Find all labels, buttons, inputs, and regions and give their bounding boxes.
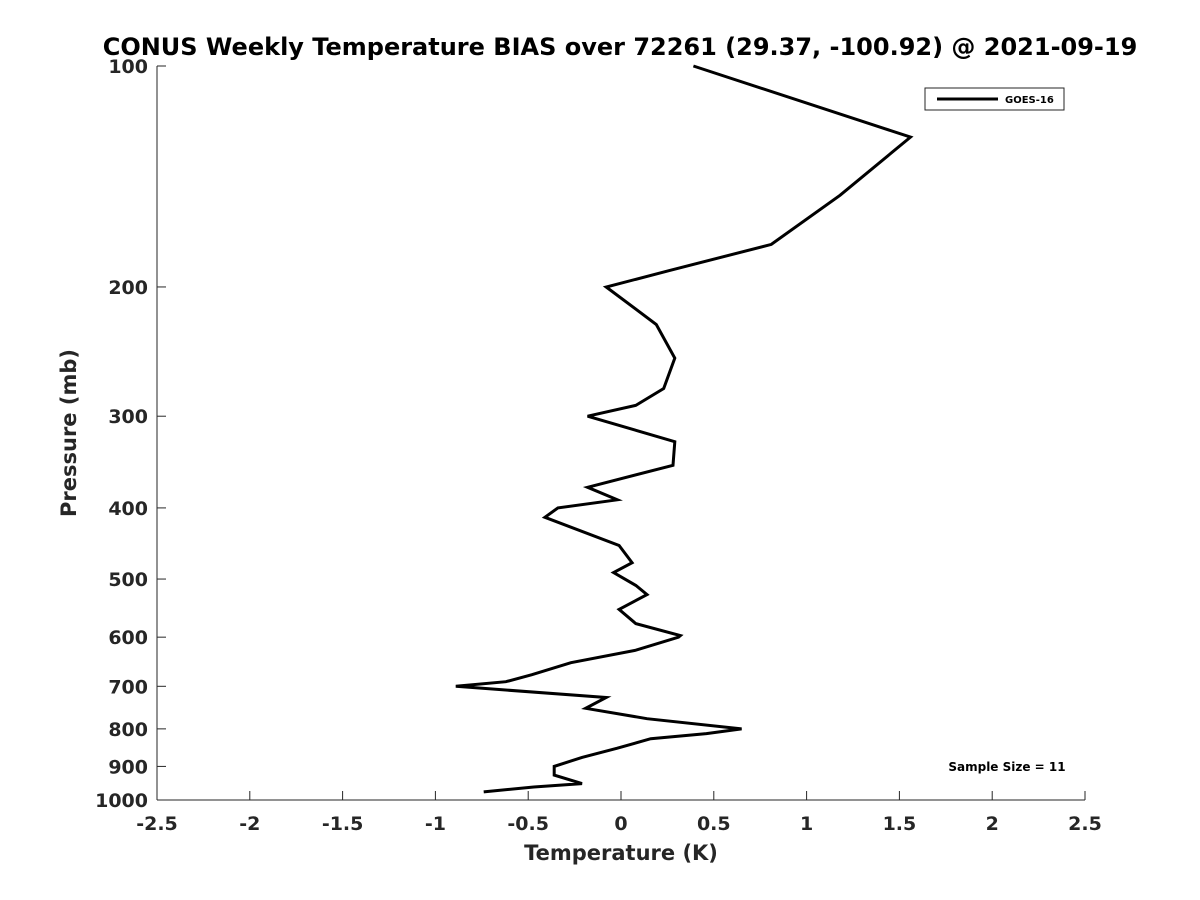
x-tick-label: -1: [425, 813, 446, 835]
y-tick-label: 700: [108, 676, 148, 698]
series-line-goes-16: [455, 64, 914, 794]
chart-title: CONUS Weekly Temperature BIAS over 72261…: [103, 33, 1138, 61]
y-axis-ticks: 100 200 300 400 500 600 700 800 900 1000: [95, 56, 166, 812]
x-tick-label: -0.5: [507, 813, 549, 835]
y-tick-label: 200: [108, 277, 148, 299]
y-tick-label: 1000: [95, 790, 148, 812]
y-tick-label: 500: [108, 569, 148, 591]
y-tick-label: 900: [108, 756, 148, 778]
x-tick-label: 2.5: [1068, 813, 1102, 835]
x-axis-label: Temperature (K): [524, 841, 718, 865]
y-tick-label: 600: [108, 627, 148, 649]
x-tick-label: 0.5: [697, 813, 731, 835]
y-tick-label: 300: [108, 406, 148, 428]
x-tick-label: -2.5: [136, 813, 178, 835]
x-tick-label: 0: [614, 813, 627, 835]
y-axis-label: Pressure (mb): [57, 349, 81, 517]
x-tick-label: 1: [800, 813, 813, 835]
x-tick-label: -2: [239, 813, 260, 835]
legend-label-goes-16: GOES-16: [1005, 95, 1054, 106]
legend[interactable]: GOES-16: [924, 87, 1065, 111]
x-tick-label: 2: [986, 813, 999, 835]
x-axis-ticks: -2.5 -2 -1.5 -1 -0.5 0 0.5 1 1.5 2 2.5: [136, 791, 1102, 835]
x-tick-label: -1.5: [322, 813, 364, 835]
y-tick-label: 400: [108, 498, 148, 520]
y-tick-label: 100: [108, 56, 148, 78]
series-group: [455, 64, 914, 794]
y-tick-label: 800: [108, 719, 148, 741]
sample-size-annotation: Sample Size = 11: [948, 760, 1065, 774]
x-tick-label: 1.5: [883, 813, 917, 835]
